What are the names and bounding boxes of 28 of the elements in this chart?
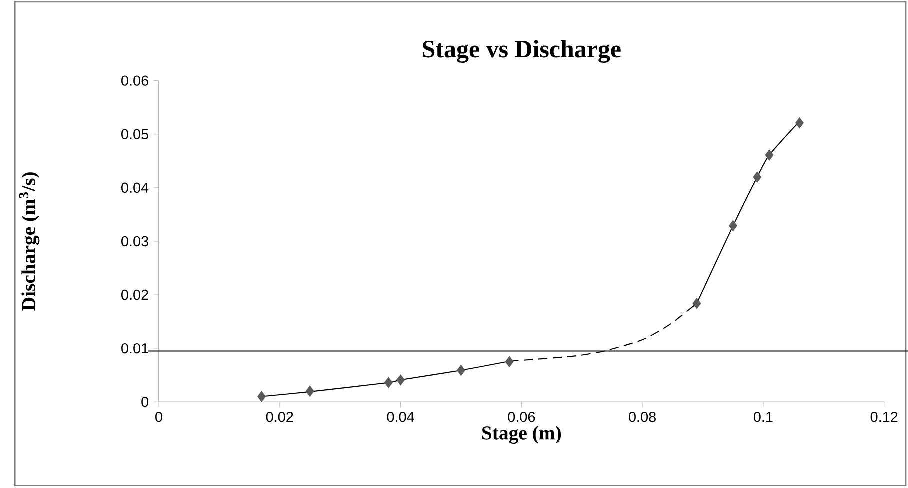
point <box>396 374 405 386</box>
y-tick-label: 0.01 <box>122 344 148 354</box>
y-tick-label: 0.03 <box>122 236 148 247</box>
x-tick-label: 0.02 <box>266 412 294 422</box>
x-tick-label: 0.08 <box>629 412 656 422</box>
x-tick-label: 0.06 <box>508 412 536 422</box>
point <box>753 172 762 183</box>
y-tick-label: 0 <box>142 397 149 408</box>
point <box>692 298 702 310</box>
point <box>306 386 314 397</box>
point <box>384 377 393 388</box>
y-tick-label: 0.06 <box>122 76 148 86</box>
x-tick-label: 0.04 <box>387 412 414 422</box>
x-tick-label: 0.1 <box>754 412 773 422</box>
x-tick-label: 0 <box>156 412 162 422</box>
y-tick-label: 0.02 <box>122 290 148 300</box>
point <box>796 118 804 129</box>
x-axis-title: Stage (m) <box>482 426 562 444</box>
point <box>457 365 466 376</box>
point <box>729 220 738 232</box>
chart-title: Stage vs Discharge <box>423 40 621 64</box>
point <box>258 391 266 402</box>
point <box>765 150 774 161</box>
y-tick-label: 0.04 <box>122 182 149 194</box>
point <box>505 356 514 368</box>
x-tick-label: 0.12 <box>870 412 898 422</box>
y-axis-title: Discharge (m$^{3}$/s) <box>19 172 40 311</box>
y-tick-label: 0.05 <box>122 129 148 140</box>
